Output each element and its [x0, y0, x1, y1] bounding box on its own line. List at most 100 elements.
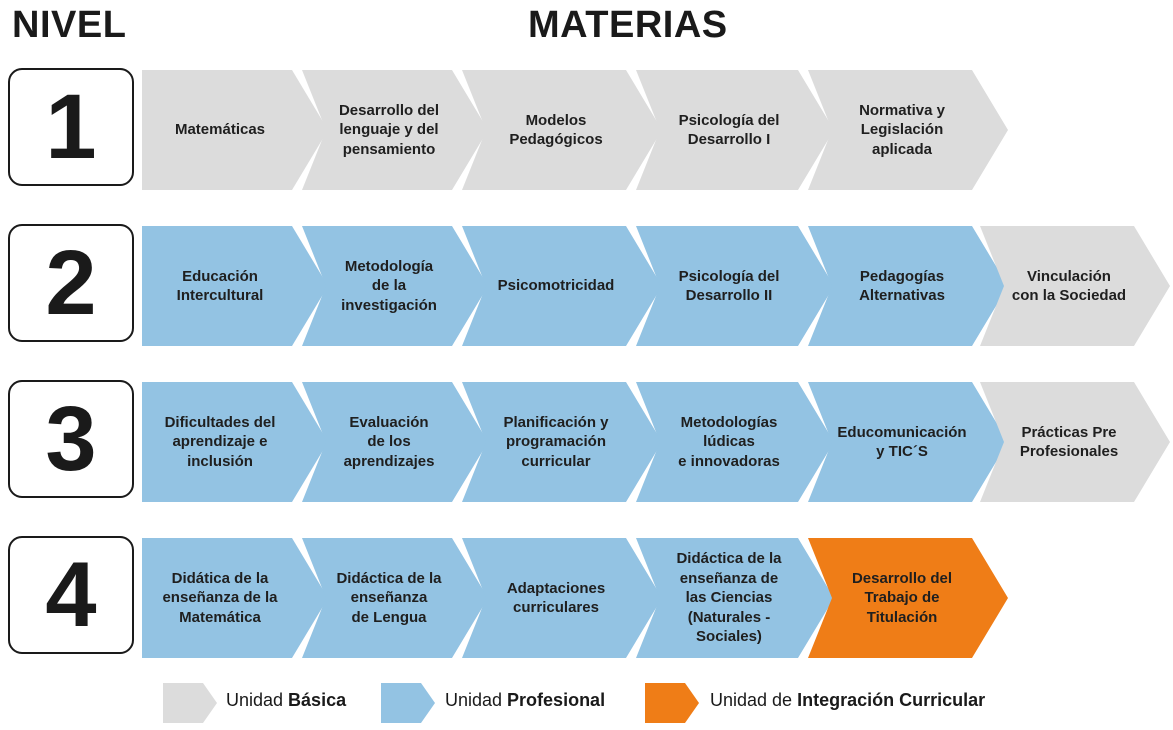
subject-l3-3: Planificación y programación curricular [462, 382, 662, 502]
subject-label: Metodologías lúdicas e innovadoras [678, 413, 780, 472]
subject-label: Didáctica de la enseñanza de Lengua [336, 569, 441, 628]
subject-label-line: aplicada [871, 140, 933, 158]
subject-label-line: de la [371, 277, 407, 295]
subject-label: Didáctica de la enseñanza de las Ciencias(… [676, 549, 781, 647]
subject-label-line: curricular [521, 452, 591, 470]
subject-label-line: Adaptaciones [506, 579, 606, 597]
subject-label: Desarrollo del Trabajo de Titulación [852, 569, 952, 628]
subject-l2-2: Metodología de la investigación [302, 226, 488, 346]
legend-profesional-swatch [381, 683, 435, 723]
subject-l4-3: Adaptaciones curriculares [462, 538, 662, 658]
level-4-box: 4 [8, 536, 134, 654]
subject-label-line: Desarrollo del [338, 101, 440, 119]
subject-label: Adaptaciones curriculares [507, 579, 605, 618]
subject-label-line: aprendizaje e [172, 433, 268, 451]
subject-label-line: pensamiento [342, 140, 436, 158]
subject-l2-3: Psicomotricidad [462, 226, 662, 346]
subject-label-line: y TIC´S [876, 443, 928, 460]
subject-l1-3: Modelos Pedagógicos [462, 70, 662, 190]
subject-label-line: enseñanza [350, 589, 428, 607]
level-2-box: 2 [8, 224, 134, 342]
subject-label: Normativa y Legislación aplicada [859, 101, 945, 160]
subject-label: Dificultades del aprendizaje e inclusión [165, 413, 276, 472]
subject-l3-5: Educomunicación y TIC´S [808, 382, 1008, 502]
subject-label-line: Didática de la [171, 569, 269, 587]
subject-label-line: Evaluación [349, 413, 429, 431]
subject-label-line: Modelos [525, 111, 587, 129]
subject-label: Metodología de la investigación [341, 257, 437, 316]
subject-label-line: Profesionales [1019, 443, 1119, 460]
subject-label-line: Educación [182, 267, 258, 285]
subject-label-line: de Lengua [351, 608, 427, 626]
subject-label-line: curriculares [513, 599, 599, 616]
subject-label-line: Vinculación [1027, 267, 1111, 285]
subject-label-line: Intercultural [176, 287, 264, 304]
subject-label-line: Planificación y [503, 413, 609, 431]
subject-label: Prácticas Pre Profesionales [1020, 423, 1118, 462]
subject-label-line: Didáctica de la [336, 569, 442, 587]
subject-l3-2: Evaluación de los aprendizajes [302, 382, 488, 502]
subject-label-line: programación [505, 433, 606, 451]
subject-l3-4: Metodologías lúdicas e innovadoras [636, 382, 834, 502]
subject-label-line: lúdicas [703, 433, 755, 451]
subject-label-line: Normativa y [859, 101, 945, 119]
subject-label-line: Trabajo de [864, 589, 940, 607]
subject-label-line: Psicología del [678, 111, 780, 129]
legend-basica-label: Unidad Básica [226, 690, 347, 710]
subject-l2-5: Pedagogías Alternativas [808, 226, 1008, 346]
nivel-header: NIVEL [12, 4, 127, 46]
legend-basica-swatch [163, 683, 217, 723]
subject-l2-6: Vinculación con la Sociedad [980, 226, 1170, 346]
subject-label: Desarrollo del lenguaje y del pensamiento [339, 101, 439, 160]
subject-l3-6: Prácticas Pre Profesionales [980, 382, 1170, 502]
subject-label-line: Pedagógicos [509, 131, 603, 148]
subject-l4-5: Desarrollo del Trabajo de Titulación [808, 538, 1008, 658]
subject-l4-4: Didáctica de la enseñanza de las Ciencias(… [636, 538, 834, 658]
subject-label-line: Matemática [179, 608, 261, 626]
subject-label-line: inclusión [187, 452, 253, 470]
subject-label: Psicología del Desarrollo II [679, 267, 780, 306]
subject-l1-1: Matemáticas [142, 70, 328, 190]
level-3-box: 3 [8, 380, 134, 498]
subject-label-line: Educomunicación [837, 423, 967, 441]
subject-label: Educación Intercultural [177, 267, 264, 306]
subject-label-line: Prácticas Pre [1021, 423, 1117, 441]
subject-label: Matemáticas [175, 120, 265, 140]
subject-label: Vinculación con la Sociedad [1012, 267, 1126, 306]
subject-label-line: Legislación [860, 121, 944, 139]
subject-label-line: Psicología del [678, 267, 780, 285]
subject-label: Psicología del Desarrollo I [679, 111, 780, 150]
subject-label-line: Desarrollo del [851, 569, 953, 587]
subject-l2-4: Psicología del Desarrollo II [636, 226, 834, 346]
subject-label-line: Dificultades del [164, 413, 276, 431]
subject-label-line: enseñanza de la [162, 589, 278, 607]
subject-label: Didática de la enseñanza de la Matemática [162, 569, 277, 628]
level-1-box: 1 [8, 68, 134, 186]
subject-label-line: Psicomotricidad [497, 277, 615, 295]
subject-label: Pedagogías Alternativas [859, 267, 945, 306]
subject-label-line: e innovadoras [678, 452, 780, 470]
subject-label-line: lenguaje y del [339, 121, 439, 139]
subject-label-line: Desarrollo I [687, 131, 771, 148]
subject-label: Modelos Pedagógicos [509, 111, 602, 150]
subject-l3-1: Dificultades del aprendizaje e inclusión [142, 382, 328, 502]
legend-integracion-swatch [645, 683, 699, 723]
subject-l4-1: Didática de la enseñanza de la Matemática [142, 538, 328, 658]
subject-label-line: Pedagogías [859, 267, 945, 285]
subject-l1-5: Normativa y Legislación aplicada [808, 70, 1008, 190]
legend-profesional-label: Unidad Profesional [445, 690, 606, 710]
subject-l4-2: Didáctica de la enseñanza de Lengua [302, 538, 488, 658]
subject-l1-4: Psicología del Desarrollo I [636, 70, 834, 190]
subject-label-line: Matemáticas [174, 121, 266, 139]
subject-label-line: Titulación [866, 608, 938, 626]
subject-label: Educomunicación y TIC´S [837, 423, 966, 462]
subject-label-line: aprendizajes [343, 452, 435, 470]
subject-l1-2: Desarrollo del lenguaje y del pensamiento [302, 70, 488, 190]
subject-label-line: (Naturales - [687, 608, 771, 626]
subject-label: Planificación y programación curricular [503, 413, 608, 472]
subject-label: Psicomotricidad [498, 276, 615, 296]
subject-label-line: Didáctica de la [676, 550, 782, 568]
subject-label-line: investigación [341, 296, 437, 314]
subject-label-line: con la Sociedad [1011, 287, 1127, 304]
subject-label-line: las Ciencias [685, 589, 773, 607]
